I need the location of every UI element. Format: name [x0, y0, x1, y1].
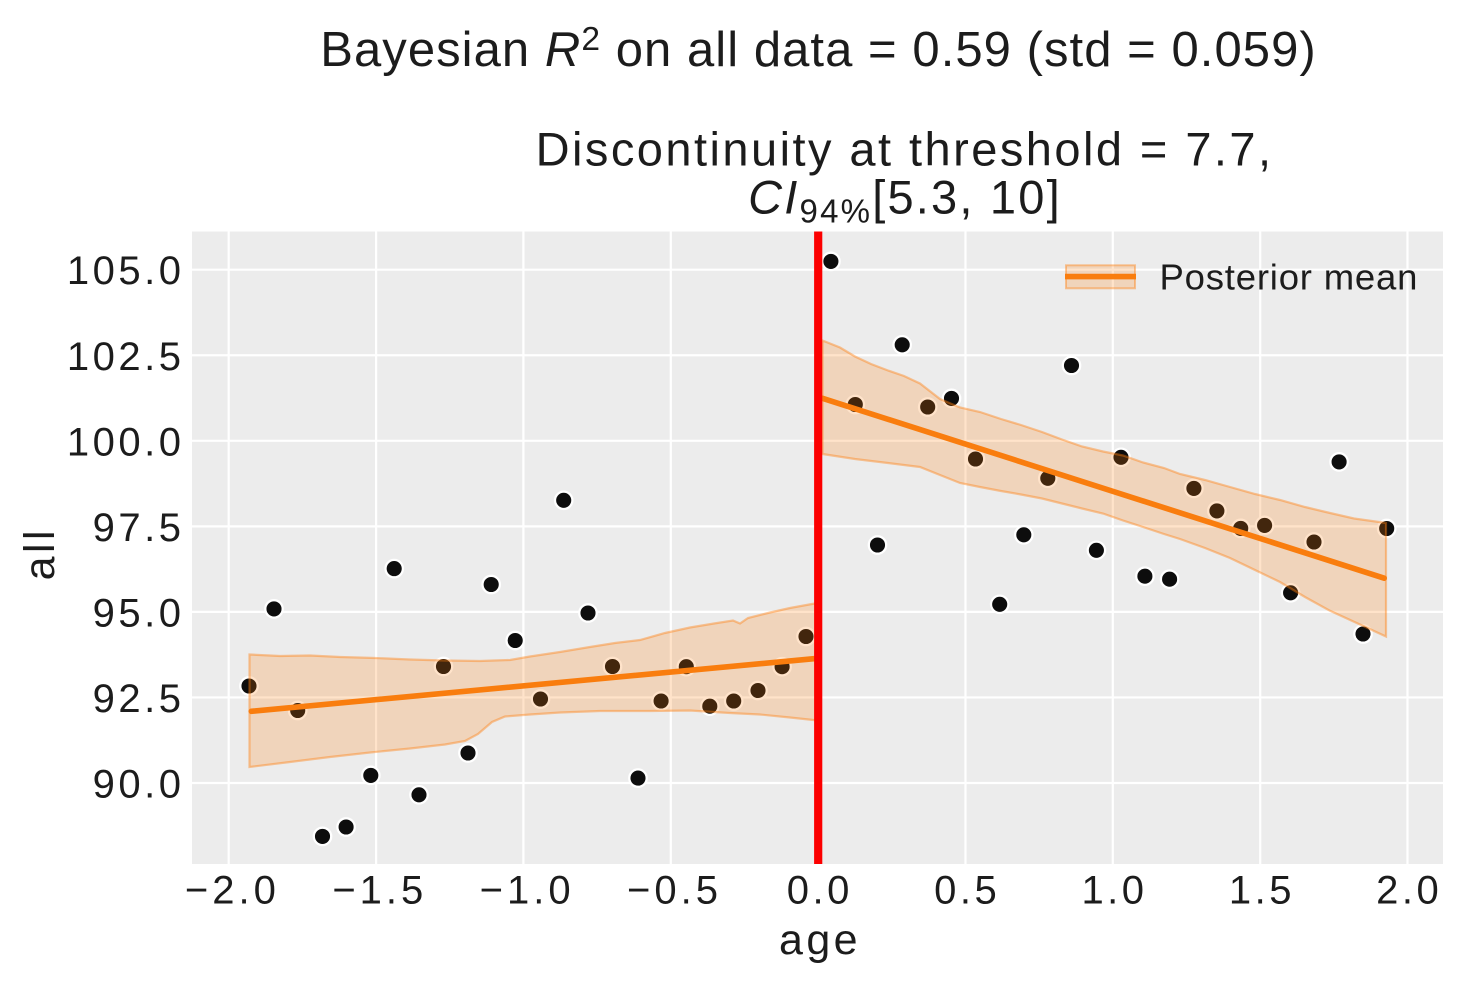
svg-text:97.5: 97.5: [93, 506, 185, 550]
svg-text:105.0: 105.0: [67, 249, 185, 293]
svg-text:1.0: 1.0: [1081, 869, 1147, 913]
svg-text:all: all: [16, 527, 64, 580]
svg-text:1.5: 1.5: [1229, 869, 1295, 913]
svg-text:100.0: 100.0: [67, 420, 185, 464]
svg-text:age: age: [779, 916, 861, 964]
svg-text:−1.0: −1.0: [480, 869, 575, 913]
svg-text:92.5: 92.5: [93, 677, 185, 721]
svg-text:0.5: 0.5: [934, 869, 1000, 913]
svg-text:−0.5: −0.5: [627, 869, 722, 913]
svg-text:2.0: 2.0: [1376, 869, 1442, 913]
svg-text:−2.0: −2.0: [185, 869, 280, 913]
svg-text:0.0: 0.0: [787, 869, 853, 913]
svg-text:−1.5: −1.5: [332, 869, 427, 913]
svg-text:Discontinuity at threshold = 7: Discontinuity at threshold = 7.7,: [536, 122, 1274, 175]
svg-text:102.5: 102.5: [67, 335, 185, 379]
svg-text:90.0: 90.0: [93, 763, 185, 807]
svg-text:95.0: 95.0: [93, 591, 185, 635]
svg-text:Posterior mean: Posterior mean: [1160, 257, 1419, 298]
svg-text:Bayesian R2 on all data = 0.59: Bayesian R2 on all data = 0.59 (std = 0.…: [320, 21, 1317, 77]
svg-text:CI94%[5.3, 10]: CI94%[5.3, 10]: [748, 171, 1062, 230]
